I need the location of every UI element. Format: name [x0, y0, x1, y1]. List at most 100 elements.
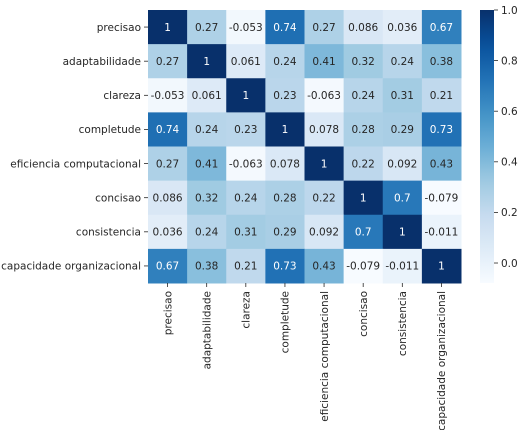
cell-label-r3-c4: 0.078 — [309, 124, 339, 136]
heatmap-cell-r3-c0 — [148, 112, 188, 147]
cell-label-r5-c3: 0.28 — [273, 192, 296, 204]
cell-label-r7-c1: 0.38 — [195, 261, 218, 273]
cell-label-r5-c2: 0.24 — [234, 192, 258, 204]
heatmap-cell-r3-c2 — [226, 112, 266, 147]
heatmap-cell-r0-c0 — [148, 10, 188, 45]
heatmap-cell-r4-c0 — [148, 146, 188, 182]
cell-label-r2-c6: 0.31 — [391, 90, 414, 102]
heatmap-cell-r4-c7 — [421, 146, 462, 182]
cell-label-r5-c4: 0.22 — [312, 192, 335, 204]
heatmap-cell-r5-c6 — [382, 180, 423, 216]
heatmap-cell-r6-c6 — [382, 214, 423, 250]
colorbar: 0.0 0.2 0.4 0.6 0.8 1.0 — [480, 5, 518, 283]
cell-label-r6-c3: 0.29 — [273, 227, 296, 239]
x-tick-label-5: concisao — [358, 291, 370, 337]
y-tick-label-6: consistencia — [76, 227, 141, 239]
heatmap-cell-r1-c2 — [226, 44, 266, 79]
heatmap-cell-r1-c6 — [382, 44, 423, 79]
cell-label-r6-c2: 0.31 — [234, 227, 257, 239]
cell-label-r0-c5: 0.086 — [348, 22, 378, 34]
cell-label-r7-c3: 0.73 — [273, 261, 296, 273]
heatmap-cell-r5-c3 — [265, 180, 305, 216]
cell-label-r5-c6: 0.7 — [394, 192, 411, 204]
cell-label-r6-c7: -0.011 — [425, 227, 459, 239]
cell-label-r4-c1: 0.41 — [195, 158, 218, 170]
cell-label-r3-c3: 1 — [282, 124, 289, 136]
cell-label-r3-c1: 0.24 — [195, 124, 219, 136]
cell-label-r4-c2: -0.063 — [229, 158, 263, 170]
colorbar-gradient — [480, 10, 494, 283]
heatmap-cell-r2-c5 — [343, 78, 384, 113]
heatmap-cell-r1-c3 — [265, 44, 305, 79]
heatmap-cell-r3-c7 — [421, 112, 462, 147]
heatmap-cells: 1 0.27 -0.053 0.74 0.27 0.086 0.036 0.67 0.27 1 0.… — [148, 10, 462, 284]
x-tick-label-2: clareza — [241, 291, 253, 329]
y-tick-label-0: precisao — [97, 22, 141, 34]
heatmap-cell-r2-c6 — [382, 78, 423, 113]
cell-label-r3-c0: 0.74 — [156, 124, 180, 136]
heatmap-cell-r4-c6 — [382, 146, 423, 182]
heatmap-cell-r0-c3 — [265, 10, 305, 45]
cell-label-r3-c6: 0.29 — [391, 124, 414, 136]
cell-label-r1-c1: 1 — [203, 56, 210, 68]
cell-label-r7-c2: 0.21 — [234, 261, 257, 273]
cell-label-r1-c3: 0.24 — [273, 56, 297, 68]
cell-label-r5-c1: 0.32 — [195, 192, 218, 204]
cell-label-r5-c7: -0.079 — [425, 192, 459, 204]
heatmap-cell-r5-c0 — [148, 180, 188, 216]
x-tick-label-7: capacidade organizacional — [436, 291, 448, 430]
heatmap-cell-r0-c6 — [382, 10, 423, 45]
heatmap-cell-r1-c0 — [148, 44, 188, 79]
cell-label-r1-c0: 0.27 — [156, 56, 179, 68]
heatmap-cell-r4-c4 — [304, 146, 345, 182]
colorbar-tick-label-2: 0.4 — [501, 157, 518, 169]
cell-label-r2-c2: 1 — [242, 90, 249, 102]
y-tick-label-1: adaptabilidade — [63, 56, 141, 68]
cell-label-r6-c4: 0.092 — [309, 227, 339, 239]
heatmap-cell-r0-c2 — [226, 10, 266, 45]
y-tick-label-7: capacidade organizacional — [1, 261, 141, 273]
heatmap-cell-r6-c3 — [265, 214, 305, 250]
cell-label-r4-c3: 0.078 — [270, 158, 300, 170]
heatmap-cell-r6-c2 — [226, 214, 266, 250]
heatmap-cell-r3-c6 — [382, 112, 423, 147]
cell-label-r0-c7: 0.67 — [430, 22, 453, 34]
cell-label-r0-c1: 0.27 — [195, 22, 218, 34]
heatmap-cell-r3-c5 — [343, 112, 384, 147]
cell-label-r0-c0: 1 — [164, 22, 171, 34]
heatmap-cell-r2-c0 — [148, 78, 188, 113]
colorbar-tick-label-3: 0.6 — [501, 106, 518, 118]
heatmap-cell-r4-c3 — [265, 146, 305, 182]
heatmap-cell-r7-c1 — [187, 248, 227, 284]
cell-label-r7-c0: 0.67 — [156, 261, 179, 273]
cell-label-r3-c5: 0.28 — [351, 124, 374, 136]
heatmap-cell-r2-c1 — [187, 78, 227, 113]
heatmap-cell-r3-c1 — [187, 112, 227, 147]
heatmap-cell-r7-c3 — [265, 248, 305, 284]
cell-label-r0-c2: -0.053 — [229, 22, 263, 34]
cell-label-r3-c7: 0.73 — [430, 124, 453, 136]
cell-label-r6-c5: 0.7 — [355, 227, 372, 239]
heatmap-cell-r2-c7 — [421, 78, 462, 113]
heatmap-cell-r1-c1 — [187, 44, 227, 79]
heatmap-cell-r7-c7 — [421, 248, 462, 284]
heatmap-cell-r7-c4 — [304, 248, 345, 284]
heatmap-cell-r0-c1 — [187, 10, 227, 45]
cell-label-r0-c6: 0.036 — [387, 22, 417, 34]
heatmap-cell-r7-c6 — [382, 248, 423, 284]
heatmap-cell-r1-c7 — [421, 44, 462, 79]
y-tick-label-3: completude — [79, 124, 141, 136]
x-tick-label-4: eficiencia computacional — [319, 291, 331, 422]
cell-label-r2-c3: 0.23 — [273, 90, 296, 102]
heatmap-cell-r2-c2 — [226, 78, 266, 113]
heatmap-cell-r6-c0 — [148, 214, 188, 250]
cell-label-r7-c7: 1 — [438, 261, 445, 273]
colorbar-tick-label-5: 1.0 — [501, 5, 518, 17]
heatmap-cell-r5-c7 — [421, 180, 462, 216]
heatmap-cell-r7-c2 — [226, 248, 266, 284]
cell-label-r1-c4: 0.41 — [312, 56, 335, 68]
colorbar-tick-label-1: 0.2 — [501, 207, 518, 219]
heatmap-cell-r6-c1 — [187, 214, 227, 250]
heatmap-cell-r0-c7 — [421, 10, 462, 45]
